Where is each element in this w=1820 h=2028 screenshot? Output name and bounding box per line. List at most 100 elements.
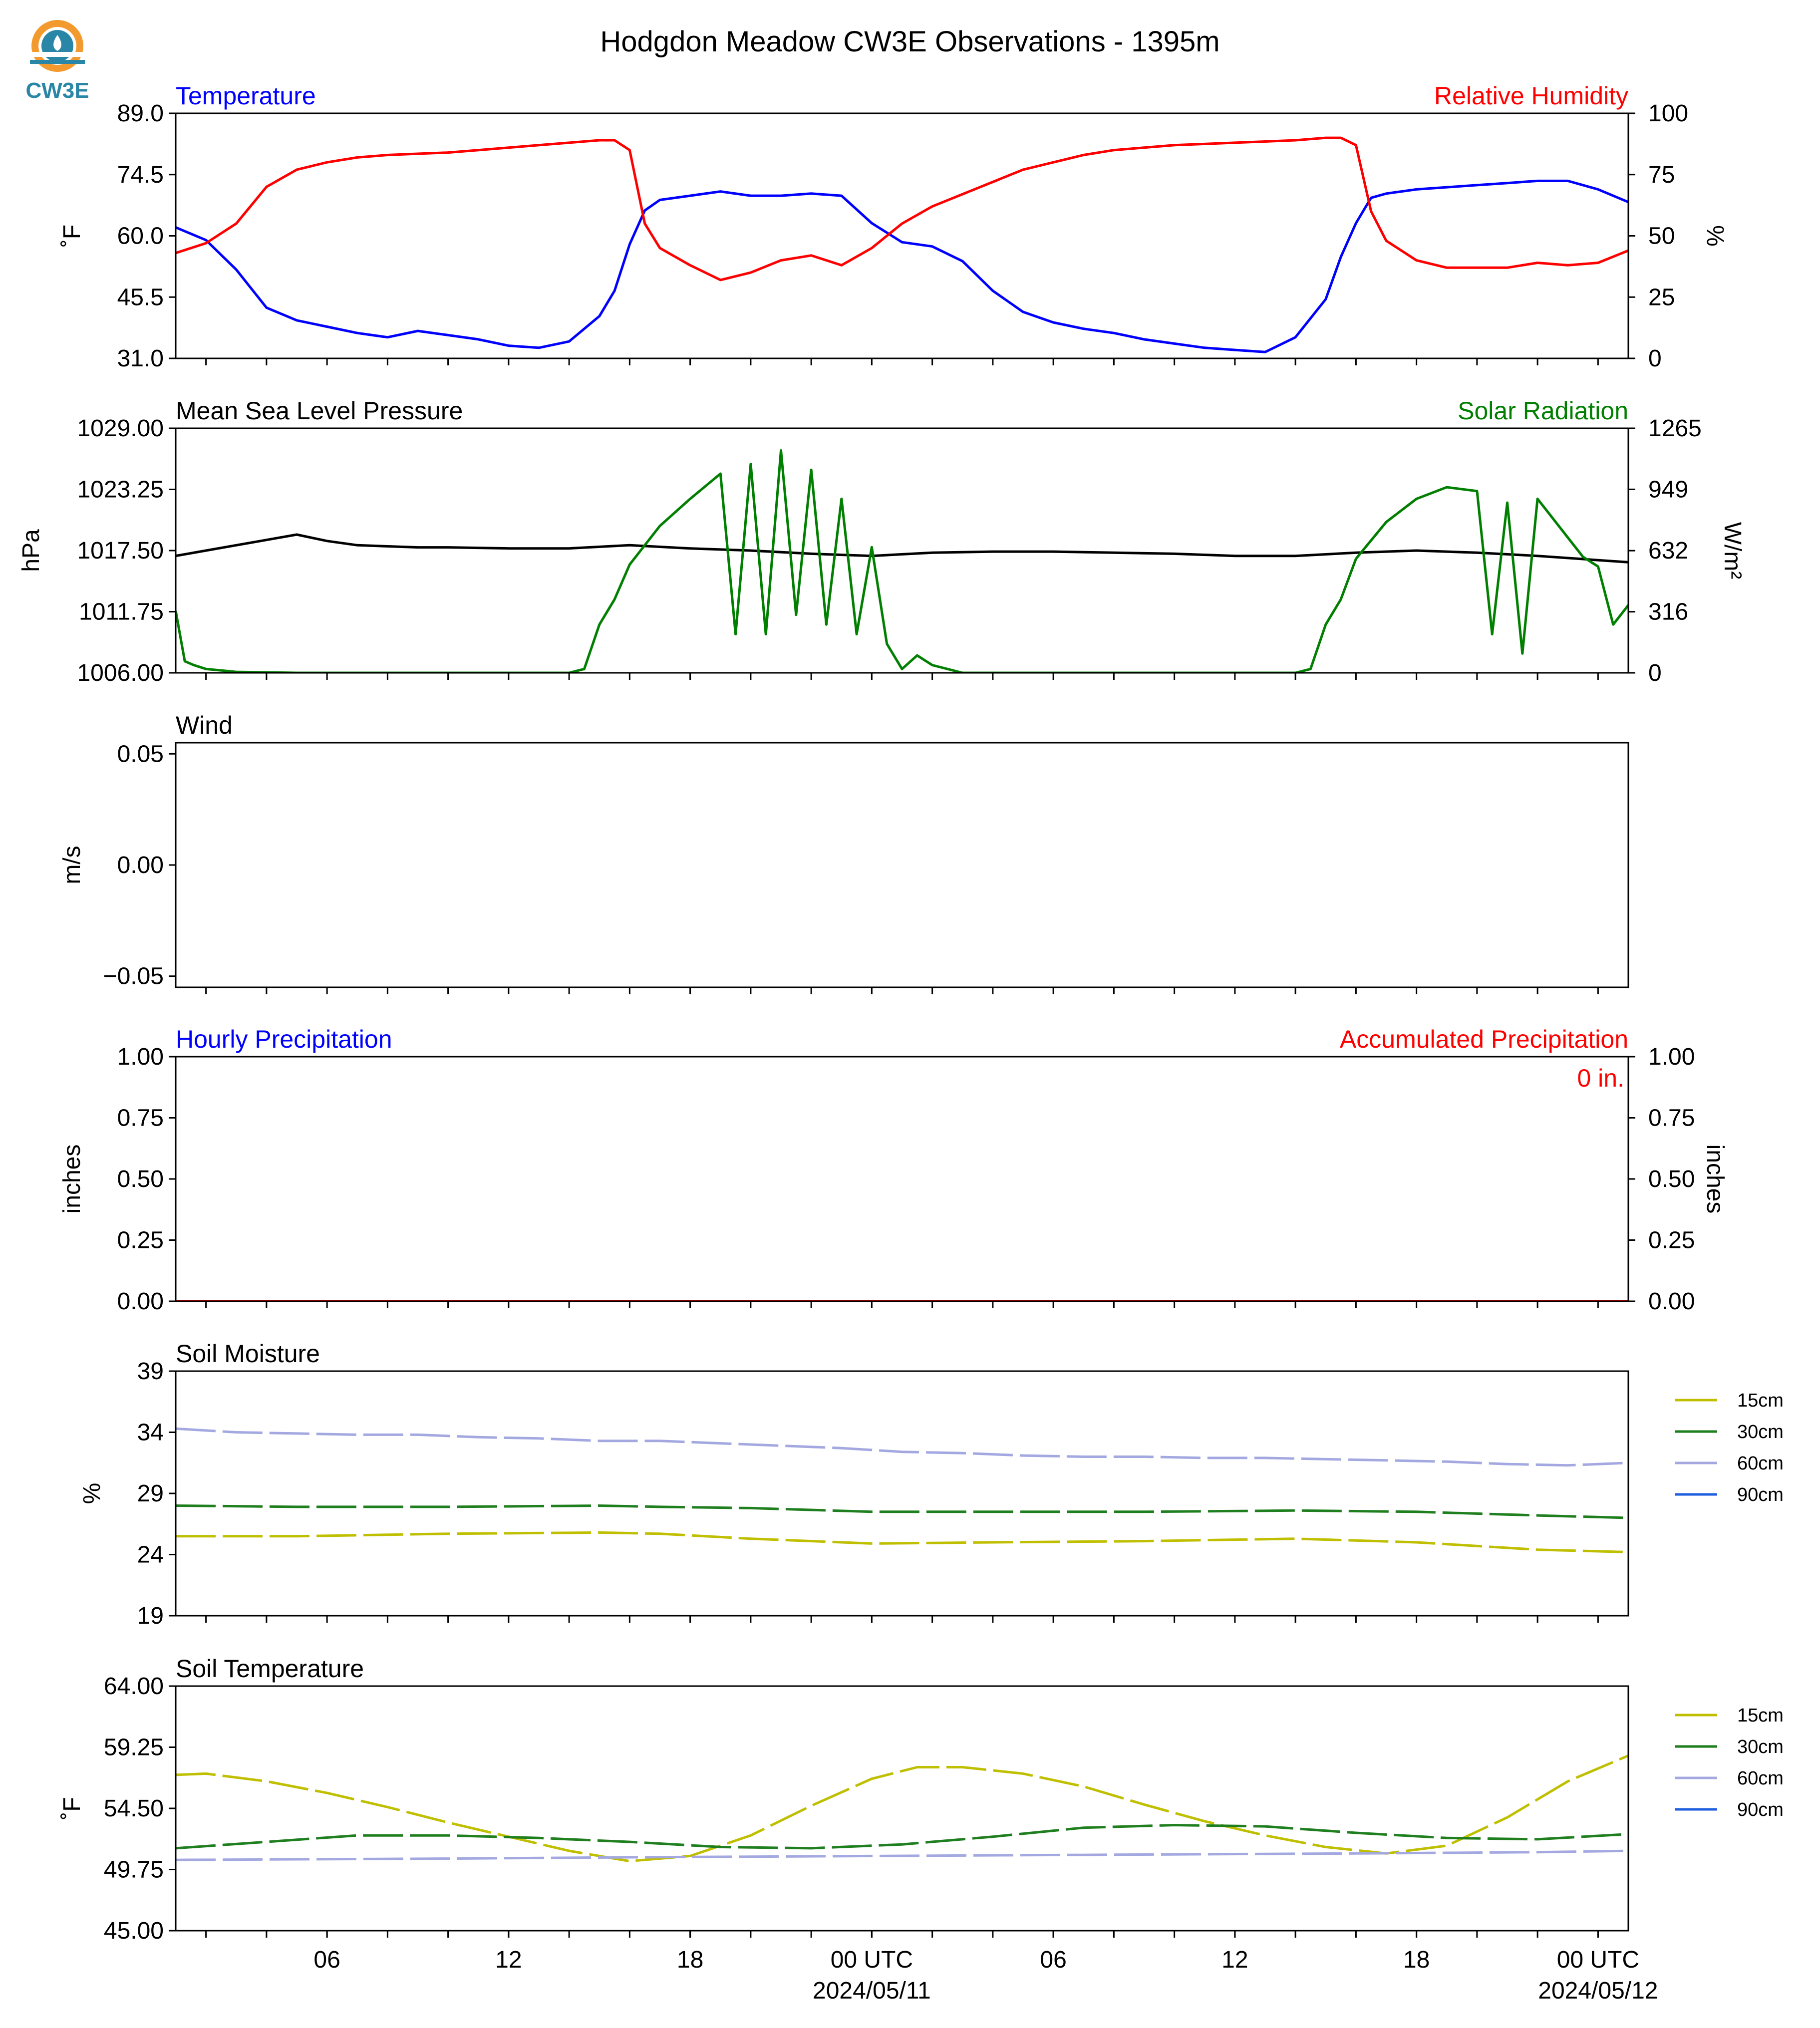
y-axis-label-left: inches (59, 1145, 85, 1214)
y-axis-label-left: hPa (18, 529, 44, 572)
panel-frame (175, 1056, 1629, 1302)
panel-series (176, 136, 1628, 353)
y-tick-label-left: 19 (137, 1603, 164, 1629)
y-tick-label-right: 316 (1648, 599, 1688, 625)
y-tick-label-left: 45.5 (117, 284, 164, 310)
chart-panels: Temperature Relative Humidity 31.0 45.5 60.0… (18, 82, 1784, 2004)
y-axis-label-right: % (1702, 225, 1728, 247)
y-tick-label-right: 632 (1648, 538, 1688, 564)
x-tick-label: 06 (1040, 1947, 1066, 1973)
y-tick-label-left: 29 (137, 1480, 164, 1507)
series-line-relative-humidity (176, 136, 1628, 282)
series-line-30cm (176, 1824, 1628, 1850)
y-tick-label-right: 1.00 (1648, 1044, 1695, 1070)
y-tick-label-left: 1011.75 (79, 599, 164, 625)
series-line-30cm (176, 1504, 1628, 1519)
legend-label: 90cm (1737, 1484, 1784, 1505)
y-tick-label-left: 49.75 (104, 1857, 164, 1883)
x-date-label: 2024/05/12 (1538, 1978, 1658, 2004)
accumulated-total-label: 0 in. (1577, 1064, 1624, 1092)
series-line-60cm (176, 1427, 1628, 1467)
x-tick-label: 12 (495, 1947, 522, 1973)
y-tick-label-right: 25 (1648, 284, 1675, 310)
y-tick-label-left: 45.00 (104, 1918, 164, 1944)
series-line-solar-radiation (176, 449, 1628, 673)
legend-label: 60cm (1737, 1768, 1784, 1789)
panel-title-right: Accumulated Precipitation (1340, 1025, 1628, 1053)
x-tick-label: 00 UTC (831, 1947, 913, 1973)
legend-label: 15cm (1737, 1705, 1784, 1726)
y-tick-label-right: 100 (1648, 100, 1688, 127)
y-tick-label-left: 1.00 (117, 1044, 164, 1070)
y-tick-label-right: 50 (1648, 223, 1675, 250)
panel-title-left: Hourly Precipitation (176, 1025, 392, 1053)
y-tick-label-right: 949 (1648, 476, 1688, 503)
y-tick-label-right: 0.00 (1648, 1288, 1695, 1315)
y-axis-label-left: % (79, 1483, 105, 1504)
panel-5: Soil Moisture 19 24 29 34 39% 15cm 30cm 60cm 90cm (79, 1340, 1784, 1629)
y-tick-label-left: 74.5 (117, 162, 164, 188)
panel-series (176, 1427, 1628, 1554)
legend-label: 60cm (1737, 1453, 1784, 1474)
legend-label: 30cm (1737, 1422, 1784, 1443)
panel-1: Temperature Relative Humidity 31.0 45.5 60.0… (59, 82, 1728, 372)
x-tick-label: 06 (313, 1947, 340, 1973)
x-tick-label: 12 (1221, 1947, 1248, 1973)
y-tick-label-left: 0.05 (117, 741, 164, 767)
y-tick-label-left: 0.25 (117, 1227, 164, 1254)
cw3e-logo-icon (30, 20, 85, 72)
panel-title-left: Soil Moisture (176, 1340, 320, 1368)
y-axis-label-right: inches (1702, 1145, 1728, 1214)
panel-series (176, 1754, 1628, 1863)
y-axis-label-left: m/s (59, 846, 85, 884)
panel-frame (175, 1370, 1629, 1617)
x-tick-label: 18 (1403, 1947, 1430, 1973)
y-tick-label-left: 59.25 (104, 1735, 164, 1761)
panel-6: Soil Temperature 45.00 49.75 54.50 59.25 64.0… (59, 1655, 1784, 2004)
y-axis-label-right: W/m² (1719, 522, 1746, 579)
y-tick-label-left: 1006.00 (77, 660, 164, 686)
figure-title: Hodgdon Meadow CW3E Observations - 1395m (600, 25, 1219, 58)
series-line-15cm (176, 1531, 1628, 1554)
y-tick-label-left: 89.0 (117, 100, 164, 127)
y-tick-label-left: 0.00 (117, 1288, 164, 1315)
y-tick-label-right: 1265 (1648, 415, 1702, 442)
panel-title-left: Temperature (176, 82, 316, 110)
y-tick-label-right: 75 (1648, 162, 1675, 188)
y-tick-label-right: 0.50 (1648, 1166, 1695, 1192)
series-line-60cm (176, 1849, 1628, 1861)
y-tick-label-right: 0.25 (1648, 1227, 1695, 1254)
panel-frame (175, 742, 1629, 988)
y-tick-label-left: 1029.00 (77, 415, 164, 442)
y-tick-label-left: 1023.25 (77, 477, 164, 503)
x-tick-label: 18 (677, 1947, 703, 1973)
series-line-temperature (176, 179, 1628, 353)
y-tick-label-left: 31.0 (117, 345, 164, 372)
y-tick-label-right: 0.75 (1648, 1105, 1695, 1132)
panel-3: Wind −0.05 0.00 0.05 m/s (59, 711, 1629, 994)
panel-4: Hourly Precipitation Accumulated Precipit… (59, 1025, 1728, 1315)
y-tick-label-left: 0.75 (117, 1105, 164, 1132)
legend-label: 90cm (1737, 1799, 1784, 1820)
y-tick-label-left: 39 (137, 1358, 164, 1385)
panel-2: Mean Sea Level Pressure Solar Radiation 10… (18, 397, 1746, 686)
y-tick-label-right: 0 (1648, 660, 1662, 686)
series-line-mean-sea-level-pressure (176, 533, 1628, 564)
panel-title-left: Wind (176, 711, 233, 739)
legend-label: 15cm (1737, 1390, 1784, 1411)
panel-frame (175, 1685, 1629, 1932)
y-tick-label-left: 64.00 (104, 1673, 164, 1700)
panel-title-left: Soil Temperature (176, 1655, 364, 1683)
panel-title-right: Solar Radiation (1458, 397, 1628, 425)
y-tick-label-left: 0.50 (117, 1166, 164, 1192)
y-tick-label-left: 0.00 (117, 852, 164, 878)
y-tick-label-left: −0.05 (103, 963, 164, 990)
panel-title-left: Mean Sea Level Pressure (176, 397, 463, 425)
panel-title-right: Relative Humidity (1434, 82, 1628, 110)
panel-frame (175, 427, 1629, 674)
legend-label: 30cm (1737, 1737, 1784, 1757)
logo-text: CW3E (25, 78, 89, 103)
y-tick-label-left: 54.50 (104, 1795, 164, 1822)
y-tick-label-left: 1017.50 (77, 538, 164, 564)
